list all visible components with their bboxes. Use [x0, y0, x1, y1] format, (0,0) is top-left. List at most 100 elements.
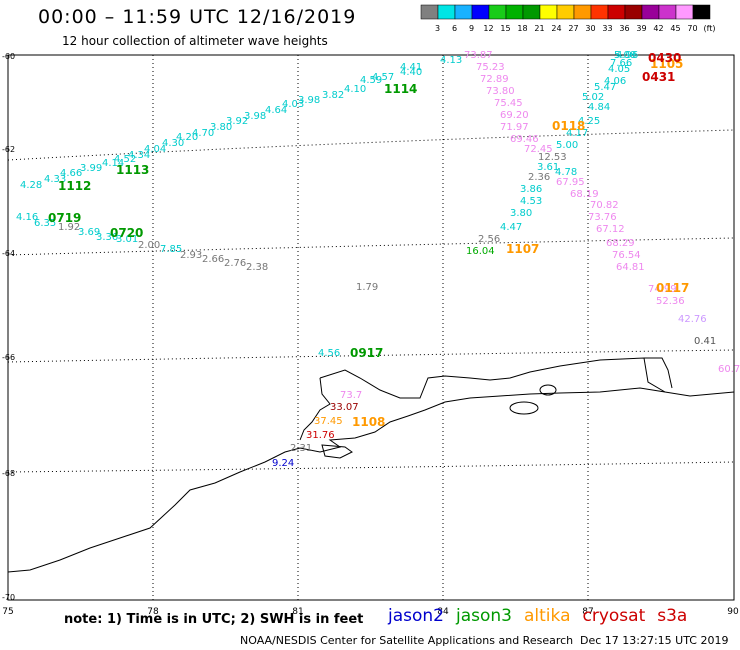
wave-height-value: 7.85: [160, 244, 182, 255]
wave-height-value: 18.40: [0, 0, 29, 3]
x-tick-labels: 75 78 81 84 87 90: [2, 607, 739, 617]
wave-height-value: 2.76: [224, 258, 246, 269]
colorbar-label: 42: [653, 24, 663, 33]
observation-labels: 4.414.134.404.574.594.103.823.984.034.64…: [0, 0, 740, 469]
y-tick-label: -60: [2, 52, 15, 61]
pass-time-label: 1112: [58, 179, 91, 193]
pass-time-label: 1107: [506, 242, 539, 256]
colorbar-swatch: [522, 4, 541, 20]
wave-height-value: 4.17: [566, 128, 588, 139]
colorbar-swatch: [454, 4, 473, 20]
wave-height-value: 2.31: [290, 443, 312, 454]
colorbar-label: 3: [435, 24, 440, 33]
wave-height-value: 2.36: [528, 172, 550, 183]
wave-height-value: 68.19: [570, 189, 599, 200]
wave-height-value: 4.13: [440, 55, 462, 66]
colorbar-swatch: [675, 4, 694, 20]
pass-time-label: 1108: [352, 415, 385, 429]
wave-height-value: 4.06: [604, 76, 626, 87]
page-subtitle: 12 hour collection of altimeter wave hei…: [62, 34, 328, 48]
colorbar-swatch: [641, 4, 660, 20]
wave-height-value: 33.07: [330, 402, 359, 413]
wave-height-value: 4.64: [265, 105, 287, 116]
wave-height-value: 70.82: [590, 200, 619, 211]
colorbar-swatch: [488, 4, 507, 20]
color-scale-bar: 3 6 9 12 15 18 21 24 27 30 33 36 39 42 45 70 (ft): [420, 4, 716, 33]
wave-height-value: 4.10: [344, 84, 366, 95]
colorbar-label: 12: [483, 24, 493, 33]
wave-height-value: 60.73: [718, 364, 740, 375]
colorbar-label: 45: [670, 24, 680, 33]
colorbar-label: 30: [585, 24, 595, 33]
wave-height-value: 1.79: [356, 282, 378, 293]
wave-height-value: 4.66: [60, 168, 82, 179]
wave-height-value: 3.61: [537, 162, 559, 173]
wave-height-value: 4.56: [318, 348, 340, 359]
wave-height-value: 4.28: [20, 180, 42, 191]
legend-item-jason2: jason2: [388, 606, 444, 626]
pass-time-label: 1105: [650, 57, 683, 71]
colorbar-swatch: [420, 4, 439, 20]
wave-height-value: 7.66: [610, 58, 632, 69]
colorbar-label: 39: [636, 24, 646, 33]
wave-height-value: 4.78: [555, 167, 577, 178]
colorbar-label: 24: [551, 24, 561, 33]
wave-height-value: 4.03: [282, 99, 304, 110]
y-tick-label: -70: [2, 593, 15, 602]
wave-height-value: 5.08: [614, 50, 636, 61]
wave-height-value: 4.04: [144, 144, 166, 155]
wave-height-value: 4.30: [162, 138, 184, 149]
wave-height-value: 3.98: [244, 111, 266, 122]
colorbar-label: 21: [534, 24, 544, 33]
pass-time-label: 1114: [384, 82, 417, 96]
pass-time-label: 0720: [110, 226, 143, 240]
wave-height-value: 4.57: [372, 72, 394, 83]
colorbar-swatch: [471, 4, 490, 20]
y-tick-label: -68: [2, 469, 15, 478]
wave-height-value: 12.53: [538, 152, 567, 163]
x-tick-label: 87: [582, 607, 593, 617]
wave-height-value: 5.00: [556, 140, 578, 151]
wave-height-value: 2.56: [478, 234, 500, 245]
y-tick-labels: -60 -62 -64 -66 -68 -70: [2, 52, 15, 602]
x-tick-label: 78: [147, 607, 159, 617]
wave-height-value: 4.84: [588, 102, 610, 113]
x-tick-label: 81: [292, 607, 303, 617]
wave-height-value: 72.45: [524, 144, 553, 155]
wave-height-value: 2.00: [138, 240, 160, 251]
legend-item-altika: altika: [524, 606, 571, 626]
wave-height-value: 67.95: [556, 177, 585, 188]
wave-height-value: 69.46: [510, 134, 539, 145]
wave-height-value: 4.40: [400, 67, 422, 78]
wave-height-value: 3.92: [226, 116, 248, 127]
colorbar-label: 6: [452, 24, 457, 33]
wave-height-value: 4.33: [44, 174, 66, 185]
wave-height-value: 75.45: [494, 98, 523, 109]
wave-height-value: 9.24: [272, 458, 294, 469]
pass-time-label: 0118: [552, 119, 585, 133]
y-tick-label: -64: [2, 249, 15, 258]
wave-height-value: 3.99: [80, 163, 102, 174]
y-tick-label: -62: [2, 145, 15, 154]
colorbar-swatch: [556, 4, 575, 20]
wave-height-value: 31.76: [306, 430, 335, 441]
wave-height-value: 3.98: [298, 95, 320, 106]
x-tick-label: 90: [727, 607, 739, 617]
wave-height-value: 4.96: [616, 50, 638, 61]
wave-height-value: 5.47: [594, 82, 616, 93]
colorbar-label: 33: [602, 24, 612, 33]
wave-height-value: 4.70: [192, 128, 214, 139]
colorbar-swatch: [590, 4, 609, 20]
generation-timestamp: Dec 17 13:27:15 UTC 2019: [580, 634, 729, 647]
units-note: note: 1) Time is in UTC; 2) SWH is in fe…: [64, 612, 364, 627]
wave-height-value: 74.99: [648, 284, 677, 295]
wave-height-value: 6.35: [34, 218, 56, 229]
legend-item-s3a: s3a: [657, 606, 688, 626]
graticule: [7, 55, 735, 600]
colorbar-label: 36: [619, 24, 629, 33]
x-tick-label: 84: [437, 607, 449, 617]
wave-height-value: 3.82: [322, 90, 344, 101]
colorbar-swatch: [505, 4, 524, 20]
wave-height-value: 3.80: [510, 208, 532, 219]
